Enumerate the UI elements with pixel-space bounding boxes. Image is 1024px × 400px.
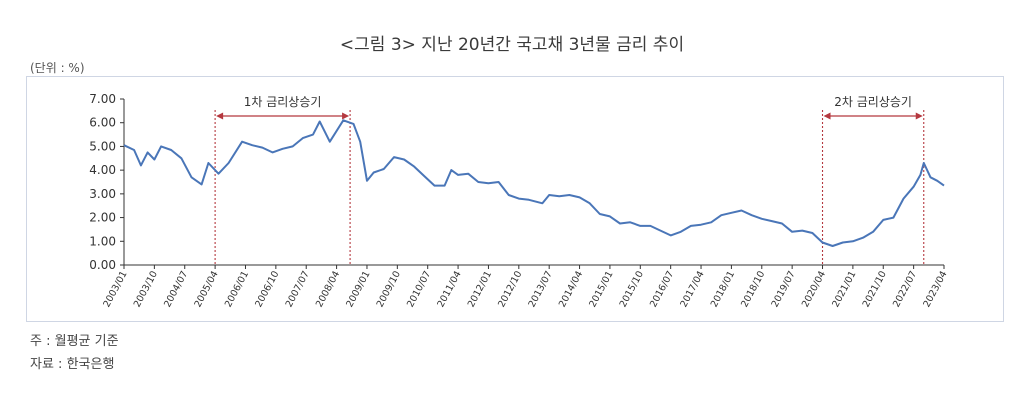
y-tick-label: 6.00: [89, 116, 116, 130]
x-tick-label: 2021/10: [861, 269, 889, 309]
x-tick-label: 2010/07: [405, 269, 433, 309]
x-tick-label: 2007/07: [284, 269, 312, 309]
chart-frame: [26, 76, 1004, 322]
period-arrow-head-left: [216, 112, 224, 120]
x-tick-label: 2003/01: [101, 269, 129, 309]
x-tick-label: 2008/04: [314, 269, 342, 309]
x-tick-label: 2016/07: [648, 269, 676, 309]
y-tick-label: 2.00: [89, 211, 116, 225]
x-tick-label: 2006/10: [253, 269, 281, 309]
period-label: 1차 금리상승기: [244, 95, 322, 109]
x-tick-label: 2005/04: [193, 269, 221, 309]
period-arrow-head-left: [823, 112, 831, 120]
x-tick-label: 2013/07: [527, 269, 555, 309]
period-arrow-head-right: [342, 112, 350, 120]
footnote-basis: 주 : 월평균 기준: [30, 334, 119, 349]
x-tick-label: 2019/07: [770, 269, 798, 309]
y-tick-label: 7.00: [89, 92, 116, 106]
y-tick-label: 3.00: [89, 187, 116, 201]
chart-title: <그림 3> 지난 20년간 국고채 3년물 금리 추이: [339, 35, 685, 55]
x-tick-label: 2017/04: [678, 269, 706, 309]
x-tick-label: 2003/10: [132, 269, 160, 309]
y-tick-label: 4.00: [89, 163, 116, 177]
y-tick-label: 1.00: [89, 234, 116, 248]
x-tick-label: 2009/01: [344, 269, 372, 309]
x-tick-label: 2011/04: [435, 269, 463, 309]
x-tick-label: 2009/10: [375, 269, 403, 309]
x-tick-label: 2012/01: [466, 269, 494, 309]
x-tick-label: 2014/04: [557, 269, 585, 309]
x-tick-label: 2022/07: [891, 269, 919, 309]
x-tick-label: 2015/10: [618, 269, 646, 309]
x-tick-label: 2015/01: [587, 269, 615, 309]
y-tick-label: 5.00: [89, 139, 116, 153]
treasury-3y-yield-line: [123, 119, 945, 247]
x-tick-label: 2020/04: [800, 269, 828, 309]
x-tick-label: 2004/07: [162, 269, 190, 309]
x-tick-label: 2021/01: [830, 269, 858, 309]
y-tick-label: 0.00: [89, 258, 116, 272]
footnote-source: 자료 : 한국은행: [30, 357, 115, 372]
x-tick-label: 2012/10: [496, 269, 524, 309]
x-tick-label: 2023/04: [921, 269, 949, 309]
x-tick-label: 2018/01: [709, 269, 737, 309]
unit-label: (단위 : %): [30, 61, 85, 75]
x-tick-label: 2006/01: [223, 269, 251, 309]
period-arrow-head-right: [915, 112, 923, 120]
period-label: 2차 금리상승기: [834, 95, 912, 109]
x-tick-label: 2018/10: [739, 269, 767, 309]
